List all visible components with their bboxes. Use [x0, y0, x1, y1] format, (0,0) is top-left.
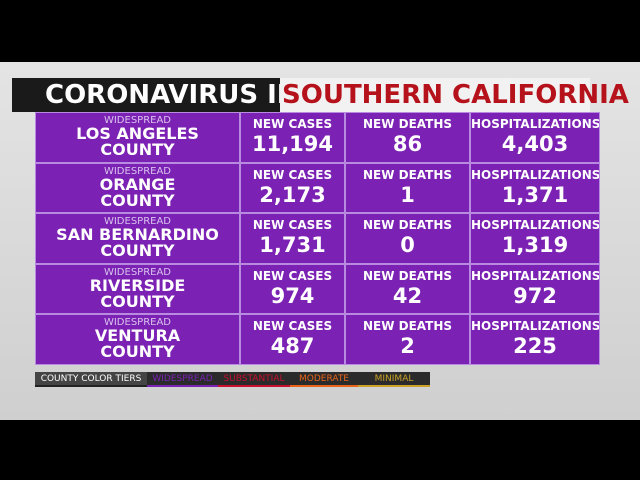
county-cell: WIDESPREAD VENTURA COUNTY: [35, 314, 240, 365]
county-name: COUNTY: [100, 342, 175, 362]
stat-label: NEW CASES: [252, 167, 333, 182]
stat-cell: NEW DEATHS 1: [345, 162, 470, 214]
legend-item: WIDESPREAD: [147, 372, 218, 387]
stat-value: 2: [400, 334, 415, 359]
stat-cell: HOSPITALIZATIONS 1,371: [470, 162, 600, 214]
stat-label: NEW CASES: [252, 319, 333, 334]
stat-label: NEW DEATHS: [362, 167, 453, 182]
stat-cell: NEW CASES 974: [240, 263, 345, 315]
stat-label: NEW DEATHS: [362, 268, 453, 283]
county-cell: WIDESPREAD RIVERSIDE COUNTY: [35, 263, 240, 315]
stat-value: 974: [270, 283, 315, 308]
stat-value: 1,319: [501, 233, 569, 258]
stat-cell: NEW CASES 2,173: [240, 162, 345, 214]
county-name: RIVERSIDE: [89, 275, 186, 295]
stat-label: NEW CASES: [252, 268, 333, 283]
stat-label: HOSPITALIZATIONS: [471, 117, 600, 131]
stat-cell: NEW CASES 487: [240, 314, 345, 365]
stat-value: 11,194: [251, 132, 334, 156]
stat-label: NEW CASES: [252, 218, 333, 233]
stat-cell: NEW DEATHS 2: [345, 314, 470, 365]
stat-label: NEW DEATHS: [362, 218, 453, 233]
tier-label: WIDESPREAD: [103, 317, 172, 329]
stat-cell: NEW CASES 11,194: [240, 112, 345, 163]
title-white: CORONAVIRUS IN: [12, 78, 299, 112]
stat-cell: NEW DEATHS 0: [345, 213, 470, 264]
stat-value: 1,731: [259, 233, 326, 258]
county-name: COUNTY: [100, 140, 175, 159]
county-cell: WIDESPREAD SAN BERNARDINO COUNTY: [35, 213, 240, 264]
tier-label: WIDESPREAD: [103, 266, 172, 278]
stat-value: 225: [513, 334, 557, 359]
county-name: COUNTY: [100, 291, 175, 311]
county-name: ORANGE: [99, 174, 176, 194]
stat-value: 487: [270, 334, 315, 359]
stat-value: 42: [392, 283, 423, 308]
county-name: LOS ANGELES: [76, 124, 199, 143]
legend-title: COUNTY COLOR TIERS: [35, 372, 147, 387]
stat-label: NEW CASES: [252, 117, 333, 131]
stat-cell: HOSPITALIZATIONS 225: [470, 314, 600, 365]
county-cell: WIDESPREAD ORANGE COUNTY: [35, 162, 240, 214]
stat-value: 2,173: [259, 182, 326, 207]
stat-cell: NEW DEATHS 42: [345, 263, 470, 315]
county-cell: WIDESPREAD LOS ANGELES COUNTY: [35, 112, 240, 163]
stat-label: HOSPITALIZATIONS: [471, 218, 600, 233]
legend-item: SUBSTANTIAL: [218, 372, 290, 387]
county-name: COUNTY: [100, 241, 175, 261]
county-name: SAN BERNARDINO: [56, 225, 219, 245]
legend-item: MINIMAL: [358, 372, 430, 387]
stat-cell: NEW CASES 1,731: [240, 213, 345, 264]
stat-cell: NEW DEATHS 86: [345, 112, 470, 163]
legend-item: MODERATE: [290, 372, 358, 387]
tier-label: WIDESPREAD: [103, 165, 172, 177]
tier-label: WIDESPREAD: [103, 216, 172, 228]
county-name: COUNTY: [100, 190, 175, 210]
stat-label: HOSPITALIZATIONS: [471, 167, 600, 182]
stat-cell: HOSPITALIZATIONS 1,319: [470, 213, 600, 264]
stat-value: 1,371: [501, 182, 569, 207]
title-red: SOUTHERN CALIFORNIA: [280, 78, 629, 112]
county-name: VENTURA: [94, 326, 181, 346]
stat-value: 4,403: [501, 132, 569, 156]
stat-value: 0: [400, 233, 415, 258]
stat-cell: HOSPITALIZATIONS 4,403: [470, 112, 600, 163]
stat-label: NEW DEATHS: [362, 319, 453, 334]
stat-label: NEW DEATHS: [362, 117, 453, 131]
stat-cell: HOSPITALIZATIONS 972: [470, 263, 600, 315]
stat-label: HOSPITALIZATIONS: [471, 319, 600, 334]
stat-value: 86: [392, 132, 423, 156]
stat-value: 972: [513, 283, 557, 308]
tier-label: WIDESPREAD: [103, 115, 172, 126]
stat-label: HOSPITALIZATIONS: [471, 268, 600, 283]
stat-value: 1: [400, 182, 415, 207]
